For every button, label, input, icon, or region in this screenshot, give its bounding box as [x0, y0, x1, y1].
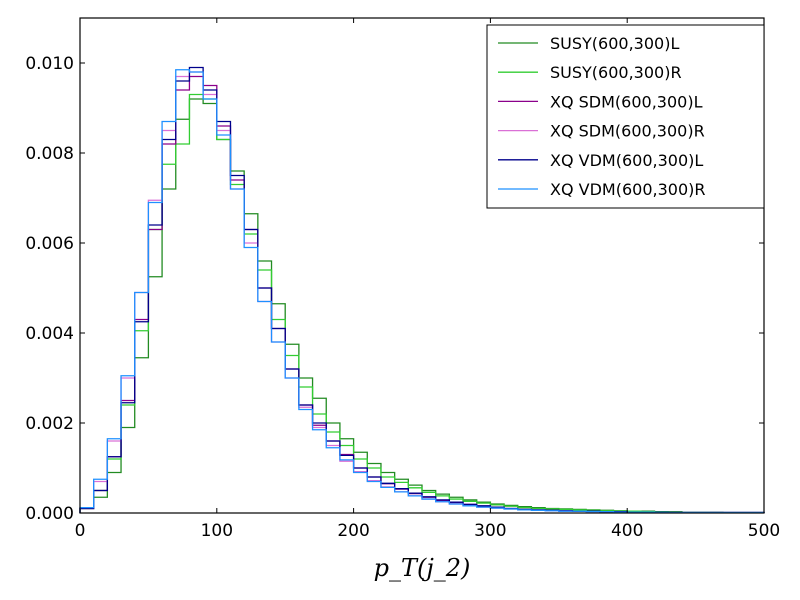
series-layer	[79, 66, 765, 514]
series-line-5	[79, 69, 765, 514]
y-tick-label: 0.002	[25, 414, 74, 434]
x-tick-label: 200	[337, 521, 369, 541]
x-axis-label: p_T(j_2)	[374, 554, 471, 582]
legend-box	[486, 24, 765, 209]
y-tick-label: 0.004	[25, 324, 74, 344]
legend-label: XQ SDM(600,300)L	[550, 92, 703, 111]
legend-label: XQ SDM(600,300)R	[550, 122, 705, 141]
x-tick-label: 400	[611, 521, 643, 541]
x-tick-label: 300	[474, 521, 506, 541]
x-tick-label: 0	[75, 521, 86, 541]
ticks-layer: 0 100 200 300 400 500 0.000 0.002 0.004 0.006 0.00…	[25, 18, 780, 541]
x-tick-label: 100	[201, 521, 233, 541]
legend-label: SUSY(600,300)L	[550, 34, 679, 53]
legend: SUSY(600,300)L SUSY(600,300)R XQ SDM(600,3…	[486, 24, 765, 209]
legend-label: XQ VDM(600,300)L	[550, 151, 703, 170]
y-tick-label: 0.000	[25, 504, 74, 524]
y-tick-label: 0.010	[25, 54, 74, 74]
legend-label: XQ VDM(600,300)R	[550, 180, 705, 199]
plot-frame	[79, 17, 765, 514]
x-tick-label: 500	[748, 521, 780, 541]
legend-label: SUSY(600,300)R	[550, 63, 682, 82]
series-line-1	[79, 93, 765, 514]
y-tick-label: 0.006	[25, 234, 74, 254]
y-tick-label: 0.008	[25, 144, 74, 164]
